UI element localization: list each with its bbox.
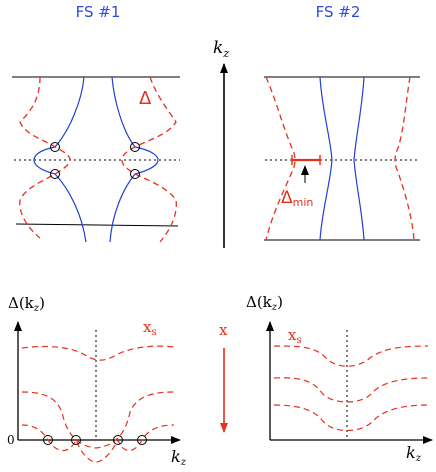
fs2-delta-min-main: Δ [281, 188, 293, 208]
kz-axis-label: kz [213, 38, 229, 60]
right-ylabel-close: ) [277, 293, 283, 311]
fs1-node-marker [130, 142, 140, 152]
left-plot-ylabel: Δ(kz) [8, 294, 45, 314]
left-xlabel-sub: z [180, 457, 187, 468]
fs2-delta-min-label: Δmin [281, 188, 313, 209]
fs1-title: FS #1 [76, 3, 121, 21]
fs1-left-sheet [33, 76, 87, 243]
right-plot-ylabel: Δ(kz) [246, 293, 283, 313]
right-gap-plot: Δ(kz) kz xs [246, 293, 433, 464]
fs1-left-gap-curve [19, 76, 71, 239]
left-series-sub: s [151, 327, 156, 338]
right-plot-series-label: xs [288, 326, 302, 346]
fs2-panel: Δmin [264, 76, 420, 241]
right-ylabel-sub: z [271, 302, 278, 313]
left-plot-node-marker [137, 435, 147, 445]
fs2-left-sheet [319, 76, 333, 241]
kz-axis-label-sub: z [222, 47, 229, 60]
fs2-title: FS #2 [316, 3, 361, 21]
kz-axis-label-main: k [213, 38, 223, 58]
left-plot-curve-top [21, 345, 175, 361]
left-gap-plot: Δ(kz) 0 kz xs [7, 294, 187, 468]
left-series-main: x [143, 318, 152, 336]
fs1-node-marker [50, 142, 60, 152]
left-plot-curve-middle [21, 391, 175, 449]
fs2-right-sheet [353, 76, 365, 241]
left-plot-curve-bottom [21, 424, 175, 463]
right-plot-curve-top [273, 345, 429, 367]
left-ylabel-close: ) [39, 294, 45, 312]
left-plot-zero-label: 0 [7, 433, 15, 447]
fs2-right-gap-curve [394, 76, 415, 241]
fs1-right-gap-curve [121, 76, 177, 243]
fs1-node-marker [50, 169, 60, 179]
right-plot-curve-bottom [273, 404, 429, 431]
left-plot-series-label: xs [143, 318, 157, 338]
right-xlabel-sub: z [415, 453, 422, 464]
right-series-main: x [288, 326, 297, 344]
right-plot-curve-middle [273, 377, 429, 403]
right-series-sub: s [296, 335, 301, 346]
fs1-right-sheet [109, 76, 159, 243]
fs2-delta-min-sub: min [293, 196, 314, 209]
right-xlabel-main: k [406, 443, 416, 462]
fs1-panel: Δ [12, 76, 180, 243]
fs1-gap-label: Δ [139, 88, 152, 109]
fs2-left-gap-curve [265, 76, 296, 241]
left-plot-node-marker [43, 435, 53, 445]
right-plot-xlabel: kz [406, 443, 422, 464]
left-plot-node-marker [113, 435, 123, 445]
x-arrow-label: x [219, 321, 228, 339]
fs1-bottom-boundary [15, 223, 179, 227]
left-plot-xlabel: kz [171, 447, 187, 468]
fs1-node-marker [130, 169, 140, 179]
left-xlabel-main: k [171, 447, 181, 466]
left-plot-node-marker [71, 435, 81, 445]
right-ylabel-main: Δ(k [246, 293, 273, 311]
left-ylabel-sub: z [33, 303, 40, 314]
left-ylabel-main: Δ(k [8, 294, 35, 312]
